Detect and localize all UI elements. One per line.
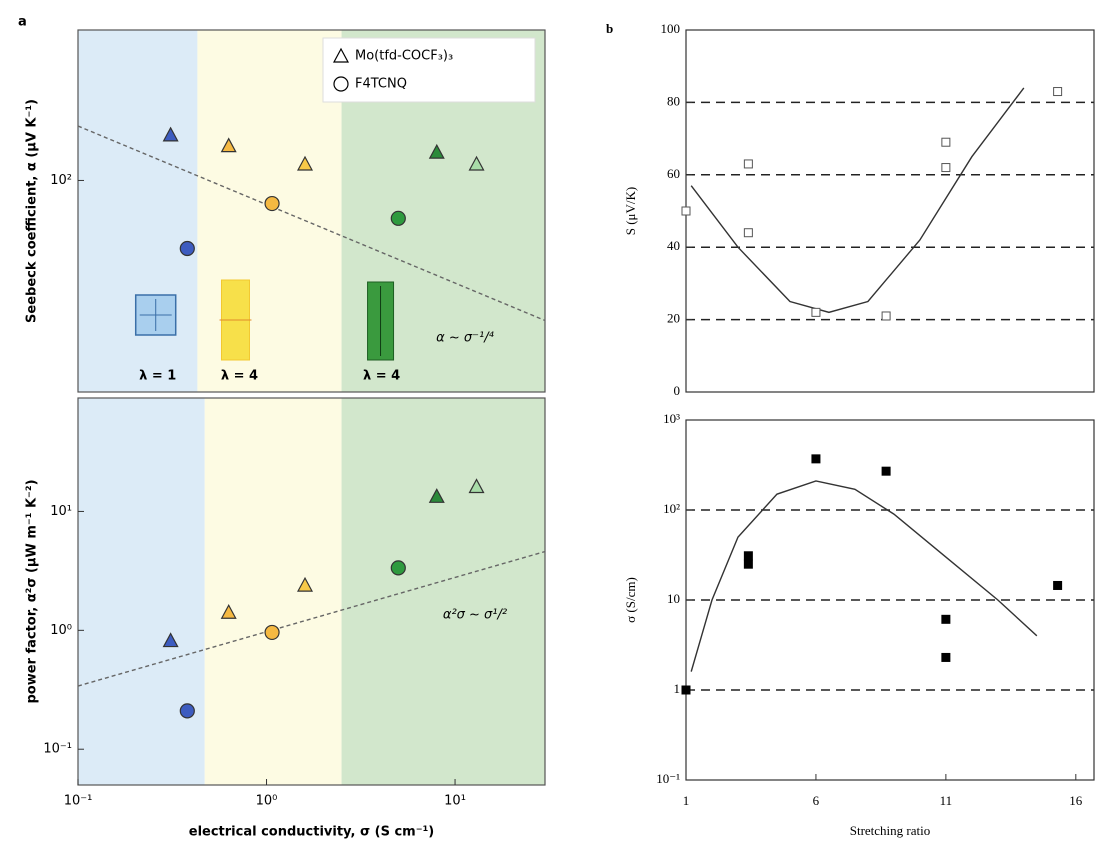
marker-square — [743, 551, 753, 561]
chart: 0 20 40 60 80 100 S (μV/K) b — [606, 21, 1095, 398]
region — [78, 398, 205, 785]
marker-circle — [390, 210, 406, 226]
y-tick-label: 1 — [674, 681, 681, 696]
y-tick-label: 10¹ — [50, 504, 72, 519]
fit-line — [77, 125, 546, 322]
y-axis-label: Seebeck coefficient, α (μV K⁻¹) — [25, 99, 40, 323]
y-tick-label: 0 — [674, 383, 681, 398]
y-axis-label: power factor, α²σ (μW m⁻¹ K⁻²) — [25, 479, 40, 703]
x-tick-label: 16 — [1069, 793, 1083, 808]
y-tick-label: 10³ — [663, 411, 680, 426]
annotation: α²σ ~ σ¹/² — [443, 608, 507, 623]
marker-circle — [179, 703, 195, 719]
marker-circle — [264, 624, 280, 641]
marker-square — [881, 311, 891, 321]
x-tick-label: 10¹ — [444, 794, 466, 809]
y-tick-label: 60 — [667, 166, 680, 181]
marker-circle — [179, 240, 195, 257]
x-tick-label: 1 — [683, 793, 690, 808]
marker-triangle — [297, 576, 314, 592]
marker-square — [811, 307, 821, 317]
plot-frame — [685, 29, 1095, 393]
marker-square — [743, 228, 753, 238]
legend-box — [322, 37, 536, 103]
marker-square — [941, 652, 951, 662]
marker-square — [681, 206, 691, 216]
marker-circle — [264, 195, 280, 212]
marker-triangle — [162, 632, 179, 648]
x-tick-label: 11 — [940, 793, 953, 808]
x-tick-label: 10⁻¹ — [64, 794, 93, 809]
legend-label: F4TCNQ — [355, 77, 407, 92]
region — [78, 30, 198, 392]
cube-arrows — [139, 299, 172, 331]
x-axis-label: Stretching ratio — [850, 823, 931, 838]
marker-triangle — [428, 143, 445, 159]
fit-line — [690, 87, 1025, 314]
y-tick-label: 100 — [661, 21, 681, 36]
region-label: λ = 4 — [363, 369, 400, 384]
marker-square — [811, 454, 821, 464]
marker-square — [1053, 580, 1063, 590]
marker-square — [941, 163, 951, 173]
y-tick-label: 10² — [663, 501, 680, 516]
y-tick-label: 40 — [667, 238, 680, 253]
region — [341, 398, 545, 785]
legend-label: Mo(tfd-COCF₃)₃ — [355, 49, 453, 64]
marker-triangle — [468, 155, 485, 171]
panel-label: b — [606, 21, 613, 36]
fit-line — [77, 550, 546, 687]
y-axis-label: S (μV/K) — [623, 187, 638, 236]
marker-square — [1053, 87, 1063, 97]
x-tick-label: 10⁰ — [256, 794, 278, 809]
x-axis-label: electrical conductivity, σ (S cm⁻¹) — [189, 825, 434, 840]
y-tick-label: 10 — [667, 591, 680, 606]
y-tick-label: 80 — [667, 93, 680, 108]
marker-square — [941, 614, 951, 624]
plot-frame — [77, 397, 546, 786]
y-tick-label: 20 — [667, 311, 680, 326]
chart: 10⁻¹ 10⁰ 10¹ 10⁻¹ 10⁰ 10¹ α²σ ~ σ¹/² power fact… — [25, 397, 546, 840]
marker-square — [743, 559, 753, 569]
y-tick-label: 10⁻¹ — [656, 771, 680, 786]
region — [197, 30, 342, 392]
marker-triangle — [468, 478, 485, 494]
region-label: λ = 1 — [139, 369, 176, 384]
marker-triangle — [220, 137, 237, 153]
chart: λ = 1 λ = 4 λ = 4 10² Mo(tfd-COCF₃)₃ F4TCNQ α … — [18, 15, 546, 393]
fit-line — [690, 480, 1038, 672]
marker-triangle — [297, 155, 314, 171]
region — [204, 398, 342, 785]
y-tick-label: 10⁰ — [50, 623, 72, 638]
marker-square — [881, 466, 891, 476]
marker-triangle — [220, 603, 237, 619]
marker-square — [743, 159, 753, 169]
marker-circle — [390, 560, 406, 576]
marker-triangle — [162, 126, 179, 142]
y-axis-label: σ (S/cm) — [623, 577, 638, 623]
region-label: λ = 4 — [221, 369, 258, 384]
y-tick-label: 10⁻¹ — [43, 742, 72, 757]
y-tick-label: 10² — [50, 173, 72, 188]
marker-circle — [333, 76, 349, 92]
marker-square — [941, 137, 951, 147]
panel-label: a — [18, 15, 27, 30]
x-tick-label: 6 — [813, 793, 820, 808]
marker-square — [681, 685, 691, 695]
marker-triangle — [428, 488, 445, 503]
plot-frame — [77, 29, 546, 393]
marker-triangle — [332, 47, 350, 63]
annotation: α ~ σ⁻¹/⁴ — [436, 331, 494, 346]
